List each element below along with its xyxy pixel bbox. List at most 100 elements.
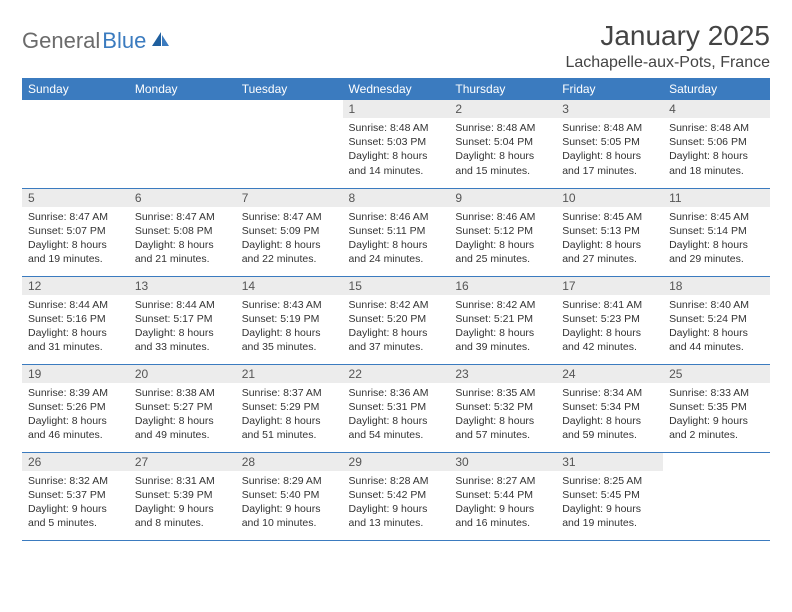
day-number: 28 — [236, 453, 343, 471]
day-details: Sunrise: 8:48 AMSunset: 5:05 PMDaylight:… — [556, 118, 663, 182]
day-details: Sunrise: 8:36 AMSunset: 5:31 PMDaylight:… — [343, 383, 450, 447]
day-number: 22 — [343, 365, 450, 383]
brand-logo: GeneralBlue — [22, 20, 170, 54]
weekday-header: Saturday — [663, 78, 770, 100]
calendar-week-row: 5Sunrise: 8:47 AMSunset: 5:07 PMDaylight… — [22, 188, 770, 276]
day-number: 10 — [556, 189, 663, 207]
calendar-day-cell: 14Sunrise: 8:43 AMSunset: 5:19 PMDayligh… — [236, 276, 343, 364]
day-number: 6 — [129, 189, 236, 207]
day-number: 16 — [449, 277, 556, 295]
day-number: 15 — [343, 277, 450, 295]
day-number: 24 — [556, 365, 663, 383]
calendar-day-cell: 8Sunrise: 8:46 AMSunset: 5:11 PMDaylight… — [343, 188, 450, 276]
calendar-day-cell: 21Sunrise: 8:37 AMSunset: 5:29 PMDayligh… — [236, 364, 343, 452]
day-details: Sunrise: 8:32 AMSunset: 5:37 PMDaylight:… — [22, 471, 129, 535]
calendar-day-cell: 20Sunrise: 8:38 AMSunset: 5:27 PMDayligh… — [129, 364, 236, 452]
day-number: 25 — [663, 365, 770, 383]
calendar-day-cell: 3Sunrise: 8:48 AMSunset: 5:05 PMDaylight… — [556, 100, 663, 188]
day-number: 3 — [556, 100, 663, 118]
day-number: 1 — [343, 100, 450, 118]
day-details: Sunrise: 8:41 AMSunset: 5:23 PMDaylight:… — [556, 295, 663, 359]
day-details: Sunrise: 8:39 AMSunset: 5:26 PMDaylight:… — [22, 383, 129, 447]
day-number: 7 — [236, 189, 343, 207]
day-number: 26 — [22, 453, 129, 471]
day-details: Sunrise: 8:48 AMSunset: 5:04 PMDaylight:… — [449, 118, 556, 182]
calendar-day-cell: 28Sunrise: 8:29 AMSunset: 5:40 PMDayligh… — [236, 452, 343, 540]
calendar-day-cell: 18Sunrise: 8:40 AMSunset: 5:24 PMDayligh… — [663, 276, 770, 364]
day-details: Sunrise: 8:44 AMSunset: 5:17 PMDaylight:… — [129, 295, 236, 359]
calendar-day-cell: 7Sunrise: 8:47 AMSunset: 5:09 PMDaylight… — [236, 188, 343, 276]
calendar-day-cell: 12Sunrise: 8:44 AMSunset: 5:16 PMDayligh… — [22, 276, 129, 364]
day-details: Sunrise: 8:38 AMSunset: 5:27 PMDaylight:… — [129, 383, 236, 447]
day-details: Sunrise: 8:45 AMSunset: 5:14 PMDaylight:… — [663, 207, 770, 271]
calendar-day-cell: 4Sunrise: 8:48 AMSunset: 5:06 PMDaylight… — [663, 100, 770, 188]
calendar-day-cell: 16Sunrise: 8:42 AMSunset: 5:21 PMDayligh… — [449, 276, 556, 364]
weekday-header: Sunday — [22, 78, 129, 100]
calendar-day-cell: 5Sunrise: 8:47 AMSunset: 5:07 PMDaylight… — [22, 188, 129, 276]
brand-text-blue: Blue — [102, 28, 146, 54]
calendar-day-cell: 19Sunrise: 8:39 AMSunset: 5:26 PMDayligh… — [22, 364, 129, 452]
day-details: Sunrise: 8:45 AMSunset: 5:13 PMDaylight:… — [556, 207, 663, 271]
weekday-header: Thursday — [449, 78, 556, 100]
weekday-header: Tuesday — [236, 78, 343, 100]
day-details: Sunrise: 8:42 AMSunset: 5:21 PMDaylight:… — [449, 295, 556, 359]
calendar-body: 1Sunrise: 8:48 AMSunset: 5:03 PMDaylight… — [22, 100, 770, 540]
day-number: 8 — [343, 189, 450, 207]
day-details: Sunrise: 8:28 AMSunset: 5:42 PMDaylight:… — [343, 471, 450, 535]
day-details: Sunrise: 8:48 AMSunset: 5:06 PMDaylight:… — [663, 118, 770, 182]
calendar-day-cell: 25Sunrise: 8:33 AMSunset: 5:35 PMDayligh… — [663, 364, 770, 452]
calendar-day-cell: 26Sunrise: 8:32 AMSunset: 5:37 PMDayligh… — [22, 452, 129, 540]
day-number: 9 — [449, 189, 556, 207]
day-number: 4 — [663, 100, 770, 118]
day-details: Sunrise: 8:42 AMSunset: 5:20 PMDaylight:… — [343, 295, 450, 359]
calendar-week-row: 1Sunrise: 8:48 AMSunset: 5:03 PMDaylight… — [22, 100, 770, 188]
day-number: 18 — [663, 277, 770, 295]
weekday-header: Friday — [556, 78, 663, 100]
brand-text-general: General — [22, 28, 100, 54]
day-details: Sunrise: 8:43 AMSunset: 5:19 PMDaylight:… — [236, 295, 343, 359]
day-details: Sunrise: 8:35 AMSunset: 5:32 PMDaylight:… — [449, 383, 556, 447]
day-number: 5 — [22, 189, 129, 207]
calendar-day-cell: 24Sunrise: 8:34 AMSunset: 5:34 PMDayligh… — [556, 364, 663, 452]
day-details: Sunrise: 8:47 AMSunset: 5:09 PMDaylight:… — [236, 207, 343, 271]
day-details: Sunrise: 8:48 AMSunset: 5:03 PMDaylight:… — [343, 118, 450, 182]
month-title: January 2025 — [565, 20, 770, 52]
day-number: 12 — [22, 277, 129, 295]
day-details: Sunrise: 8:27 AMSunset: 5:44 PMDaylight:… — [449, 471, 556, 535]
calendar-day-cell: 17Sunrise: 8:41 AMSunset: 5:23 PMDayligh… — [556, 276, 663, 364]
day-details: Sunrise: 8:40 AMSunset: 5:24 PMDaylight:… — [663, 295, 770, 359]
location-text: Lachapelle-aux-Pots, France — [565, 54, 770, 72]
calendar-table: SundayMondayTuesdayWednesdayThursdayFrid… — [22, 78, 770, 541]
day-details: Sunrise: 8:25 AMSunset: 5:45 PMDaylight:… — [556, 471, 663, 535]
calendar-day-cell: 29Sunrise: 8:28 AMSunset: 5:42 PMDayligh… — [343, 452, 450, 540]
calendar-week-row: 19Sunrise: 8:39 AMSunset: 5:26 PMDayligh… — [22, 364, 770, 452]
day-number: 20 — [129, 365, 236, 383]
calendar-header-row: SundayMondayTuesdayWednesdayThursdayFrid… — [22, 78, 770, 100]
weekday-header: Wednesday — [343, 78, 450, 100]
day-details: Sunrise: 8:46 AMSunset: 5:11 PMDaylight:… — [343, 207, 450, 271]
day-number: 27 — [129, 453, 236, 471]
weekday-header: Monday — [129, 78, 236, 100]
calendar-day-cell: 11Sunrise: 8:45 AMSunset: 5:14 PMDayligh… — [663, 188, 770, 276]
day-details: Sunrise: 8:31 AMSunset: 5:39 PMDaylight:… — [129, 471, 236, 535]
day-number: 13 — [129, 277, 236, 295]
calendar-day-cell: 1Sunrise: 8:48 AMSunset: 5:03 PMDaylight… — [343, 100, 450, 188]
day-number: 19 — [22, 365, 129, 383]
calendar-day-cell: 30Sunrise: 8:27 AMSunset: 5:44 PMDayligh… — [449, 452, 556, 540]
day-number: 21 — [236, 365, 343, 383]
calendar-day-cell: 2Sunrise: 8:48 AMSunset: 5:04 PMDaylight… — [449, 100, 556, 188]
day-details: Sunrise: 8:46 AMSunset: 5:12 PMDaylight:… — [449, 207, 556, 271]
calendar-day-cell: 6Sunrise: 8:47 AMSunset: 5:08 PMDaylight… — [129, 188, 236, 276]
day-number: 30 — [449, 453, 556, 471]
day-number: 14 — [236, 277, 343, 295]
day-number: 29 — [343, 453, 450, 471]
calendar-day-cell: 13Sunrise: 8:44 AMSunset: 5:17 PMDayligh… — [129, 276, 236, 364]
title-block: January 2025 Lachapelle-aux-Pots, France — [565, 20, 770, 72]
day-number: 17 — [556, 277, 663, 295]
calendar-day-cell: 22Sunrise: 8:36 AMSunset: 5:31 PMDayligh… — [343, 364, 450, 452]
calendar-day-cell: 31Sunrise: 8:25 AMSunset: 5:45 PMDayligh… — [556, 452, 663, 540]
calendar-day-cell: 23Sunrise: 8:35 AMSunset: 5:32 PMDayligh… — [449, 364, 556, 452]
day-details: Sunrise: 8:37 AMSunset: 5:29 PMDaylight:… — [236, 383, 343, 447]
calendar-day-cell: 15Sunrise: 8:42 AMSunset: 5:20 PMDayligh… — [343, 276, 450, 364]
calendar-day-cell: 10Sunrise: 8:45 AMSunset: 5:13 PMDayligh… — [556, 188, 663, 276]
